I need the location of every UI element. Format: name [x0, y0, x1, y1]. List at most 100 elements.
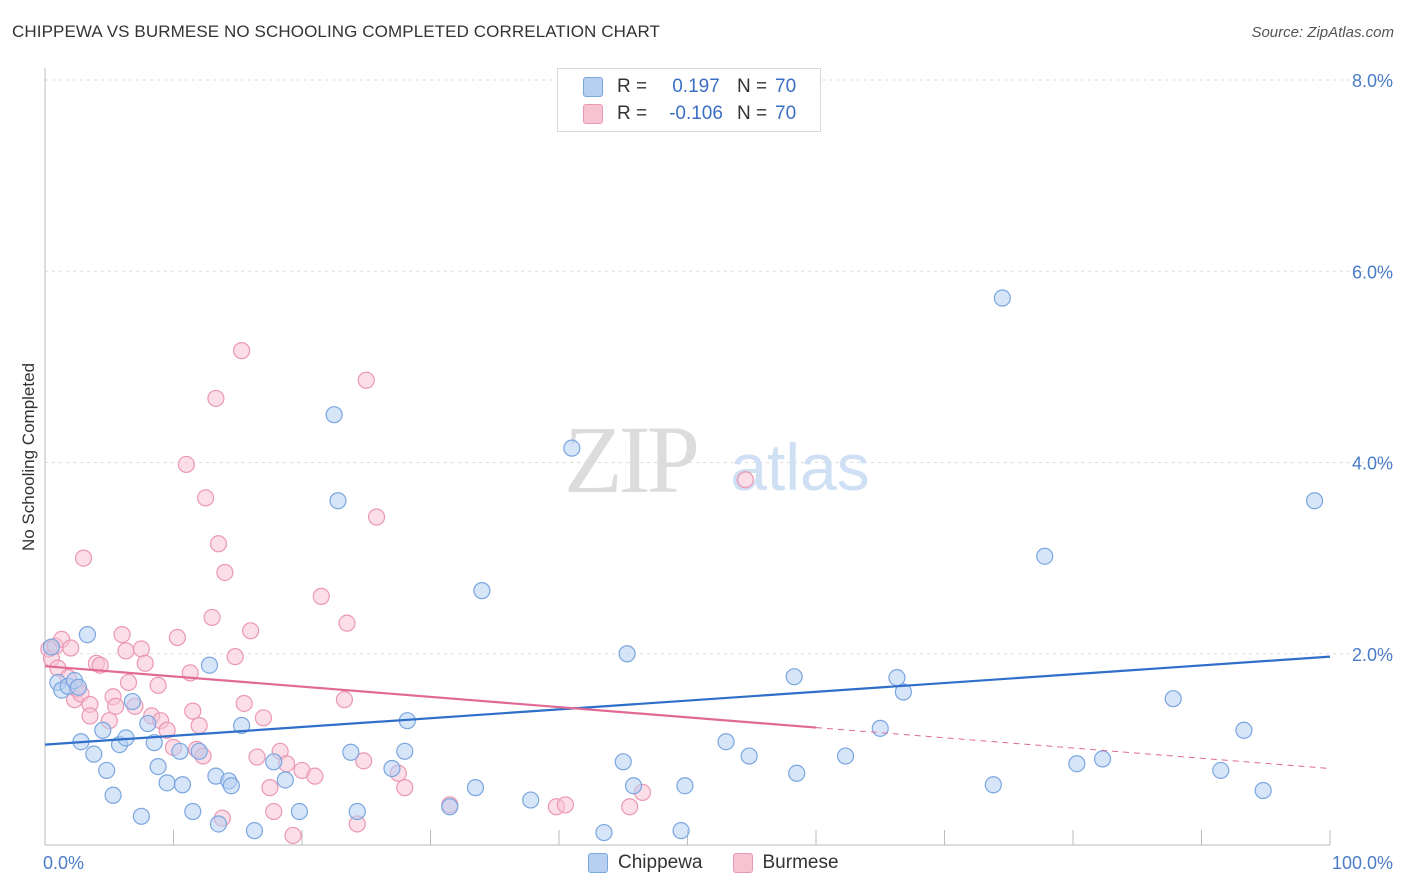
y-tick-label: 8.0%: [1352, 71, 1393, 91]
chippewa-point: [222, 777, 240, 795]
chippewa-point: [209, 815, 228, 833]
chippewa-point: [614, 753, 632, 771]
legend-row-burmese: R = -0.106 N = 70: [558, 100, 796, 128]
burmese-point: [209, 535, 228, 553]
chippewa-series: [42, 100, 1324, 842]
chippewa-point: [836, 747, 855, 765]
burmese-point: [254, 709, 273, 727]
chippewa-point: [78, 626, 97, 644]
burmese-point: [216, 563, 234, 582]
burmese-point: [136, 654, 154, 672]
axes: [44, 68, 1331, 846]
burmese-point: [335, 691, 354, 709]
y-axis-label: No Schooling Completed: [19, 363, 38, 551]
chippewa-point: [595, 823, 613, 842]
chippewa-legend-swatch: [588, 853, 608, 873]
chippewa-trend-line: [44, 655, 1331, 746]
chippewa-point: [276, 771, 294, 789]
burmese-point: [261, 779, 279, 797]
chippewa-point: [1068, 755, 1086, 773]
source-label: Source: ZipAtlas.com: [1251, 24, 1394, 41]
chippewa-point: [383, 759, 401, 778]
burmese-point: [107, 697, 125, 715]
burmese-point: [242, 622, 260, 640]
chippewa-point: [717, 733, 735, 751]
chippewa-point: [149, 757, 167, 776]
burmese-point: [149, 676, 167, 694]
burmese-point: [265, 802, 283, 821]
burmese-point: [62, 639, 80, 657]
chippewa-point: [894, 683, 912, 701]
burmese-trend-line-dashed: [815, 727, 1331, 769]
burmese-point: [355, 752, 373, 770]
chart-title: CHIPPEWA VS BURMESE NO SCHOOLING COMPLET…: [12, 22, 661, 41]
chippewa-point: [1093, 750, 1112, 768]
burmese-legend-label: Burmese: [762, 852, 839, 873]
burmese-point: [312, 587, 330, 605]
chippewa-point: [190, 742, 208, 760]
burmese-point: [132, 640, 150, 658]
chippewa-swatch: [583, 77, 603, 97]
chippewa-point: [265, 753, 283, 771]
chippewa-point: [123, 692, 141, 711]
chippewa-point: [473, 582, 491, 600]
y-tick-label: 2.0%: [1352, 645, 1393, 665]
chippewa-point: [1254, 781, 1272, 800]
legend-n-value: 70: [775, 103, 797, 124]
chippewa-point: [1212, 761, 1230, 780]
chippewa-point: [788, 764, 806, 782]
chippewa-legend-label: Chippewa: [618, 852, 703, 873]
chippewa-point: [984, 776, 1002, 794]
burmese-point: [113, 626, 131, 644]
burmese-point: [203, 608, 221, 627]
chippewa-point: [200, 656, 219, 674]
watermark-atlas: atlas: [730, 430, 869, 504]
chippewa-point: [441, 798, 459, 816]
x-tick-label: 100.0%: [1332, 853, 1393, 873]
chippewa-point: [785, 668, 803, 686]
series-legend: Chippewa Burmese: [588, 852, 869, 874]
burmese-point: [306, 767, 324, 785]
chippewa-point: [1036, 547, 1054, 565]
chippewa-point: [245, 822, 264, 840]
burmese-point: [235, 694, 253, 713]
burmese-point: [74, 549, 93, 567]
burmese-point: [396, 779, 414, 797]
legend-n-label: N =: [737, 76, 768, 97]
chippewa-point: [342, 743, 360, 761]
chippewa-point: [69, 678, 88, 696]
chippewa-point: [871, 719, 889, 737]
y-tick-label: 4.0%: [1352, 454, 1393, 474]
burmese-swatch: [583, 104, 603, 124]
chippewa-point: [1235, 721, 1253, 739]
burmese-point: [367, 508, 386, 526]
chippewa-point: [672, 822, 690, 840]
burmese-point: [736, 471, 754, 489]
burmese-legend-swatch: [732, 853, 753, 873]
chippewa-point: [348, 802, 366, 821]
legend-item-burmese: Burmese: [732, 852, 839, 874]
burmese-point: [357, 371, 375, 389]
burmese-point: [119, 673, 138, 692]
legend-r-value: 0.197: [672, 76, 720, 97]
tick-labels: 2.0% 4.0% 6.0% 8.0% 0.0% 100.0%: [43, 71, 1393, 873]
burmese-point: [207, 389, 225, 408]
chippewa-point: [42, 638, 61, 656]
chippewa-point: [522, 791, 540, 809]
chippewa-point: [1305, 492, 1324, 510]
burmese-point: [248, 748, 266, 766]
watermark-zip: ZIP: [564, 406, 697, 513]
burmese-point: [81, 707, 99, 725]
chippewa-point: [94, 721, 112, 739]
chippewa-point: [618, 645, 636, 663]
chippewa-point: [396, 742, 414, 760]
chippewa-point: [676, 777, 694, 795]
burmese-point: [184, 702, 202, 720]
chippewa-point: [173, 776, 192, 794]
chippewa-point: [993, 289, 1011, 307]
chippewa-point: [290, 802, 309, 821]
chippewa-point: [158, 774, 176, 792]
legend-r-label: R =: [617, 76, 648, 97]
chippewa-point: [104, 786, 122, 804]
